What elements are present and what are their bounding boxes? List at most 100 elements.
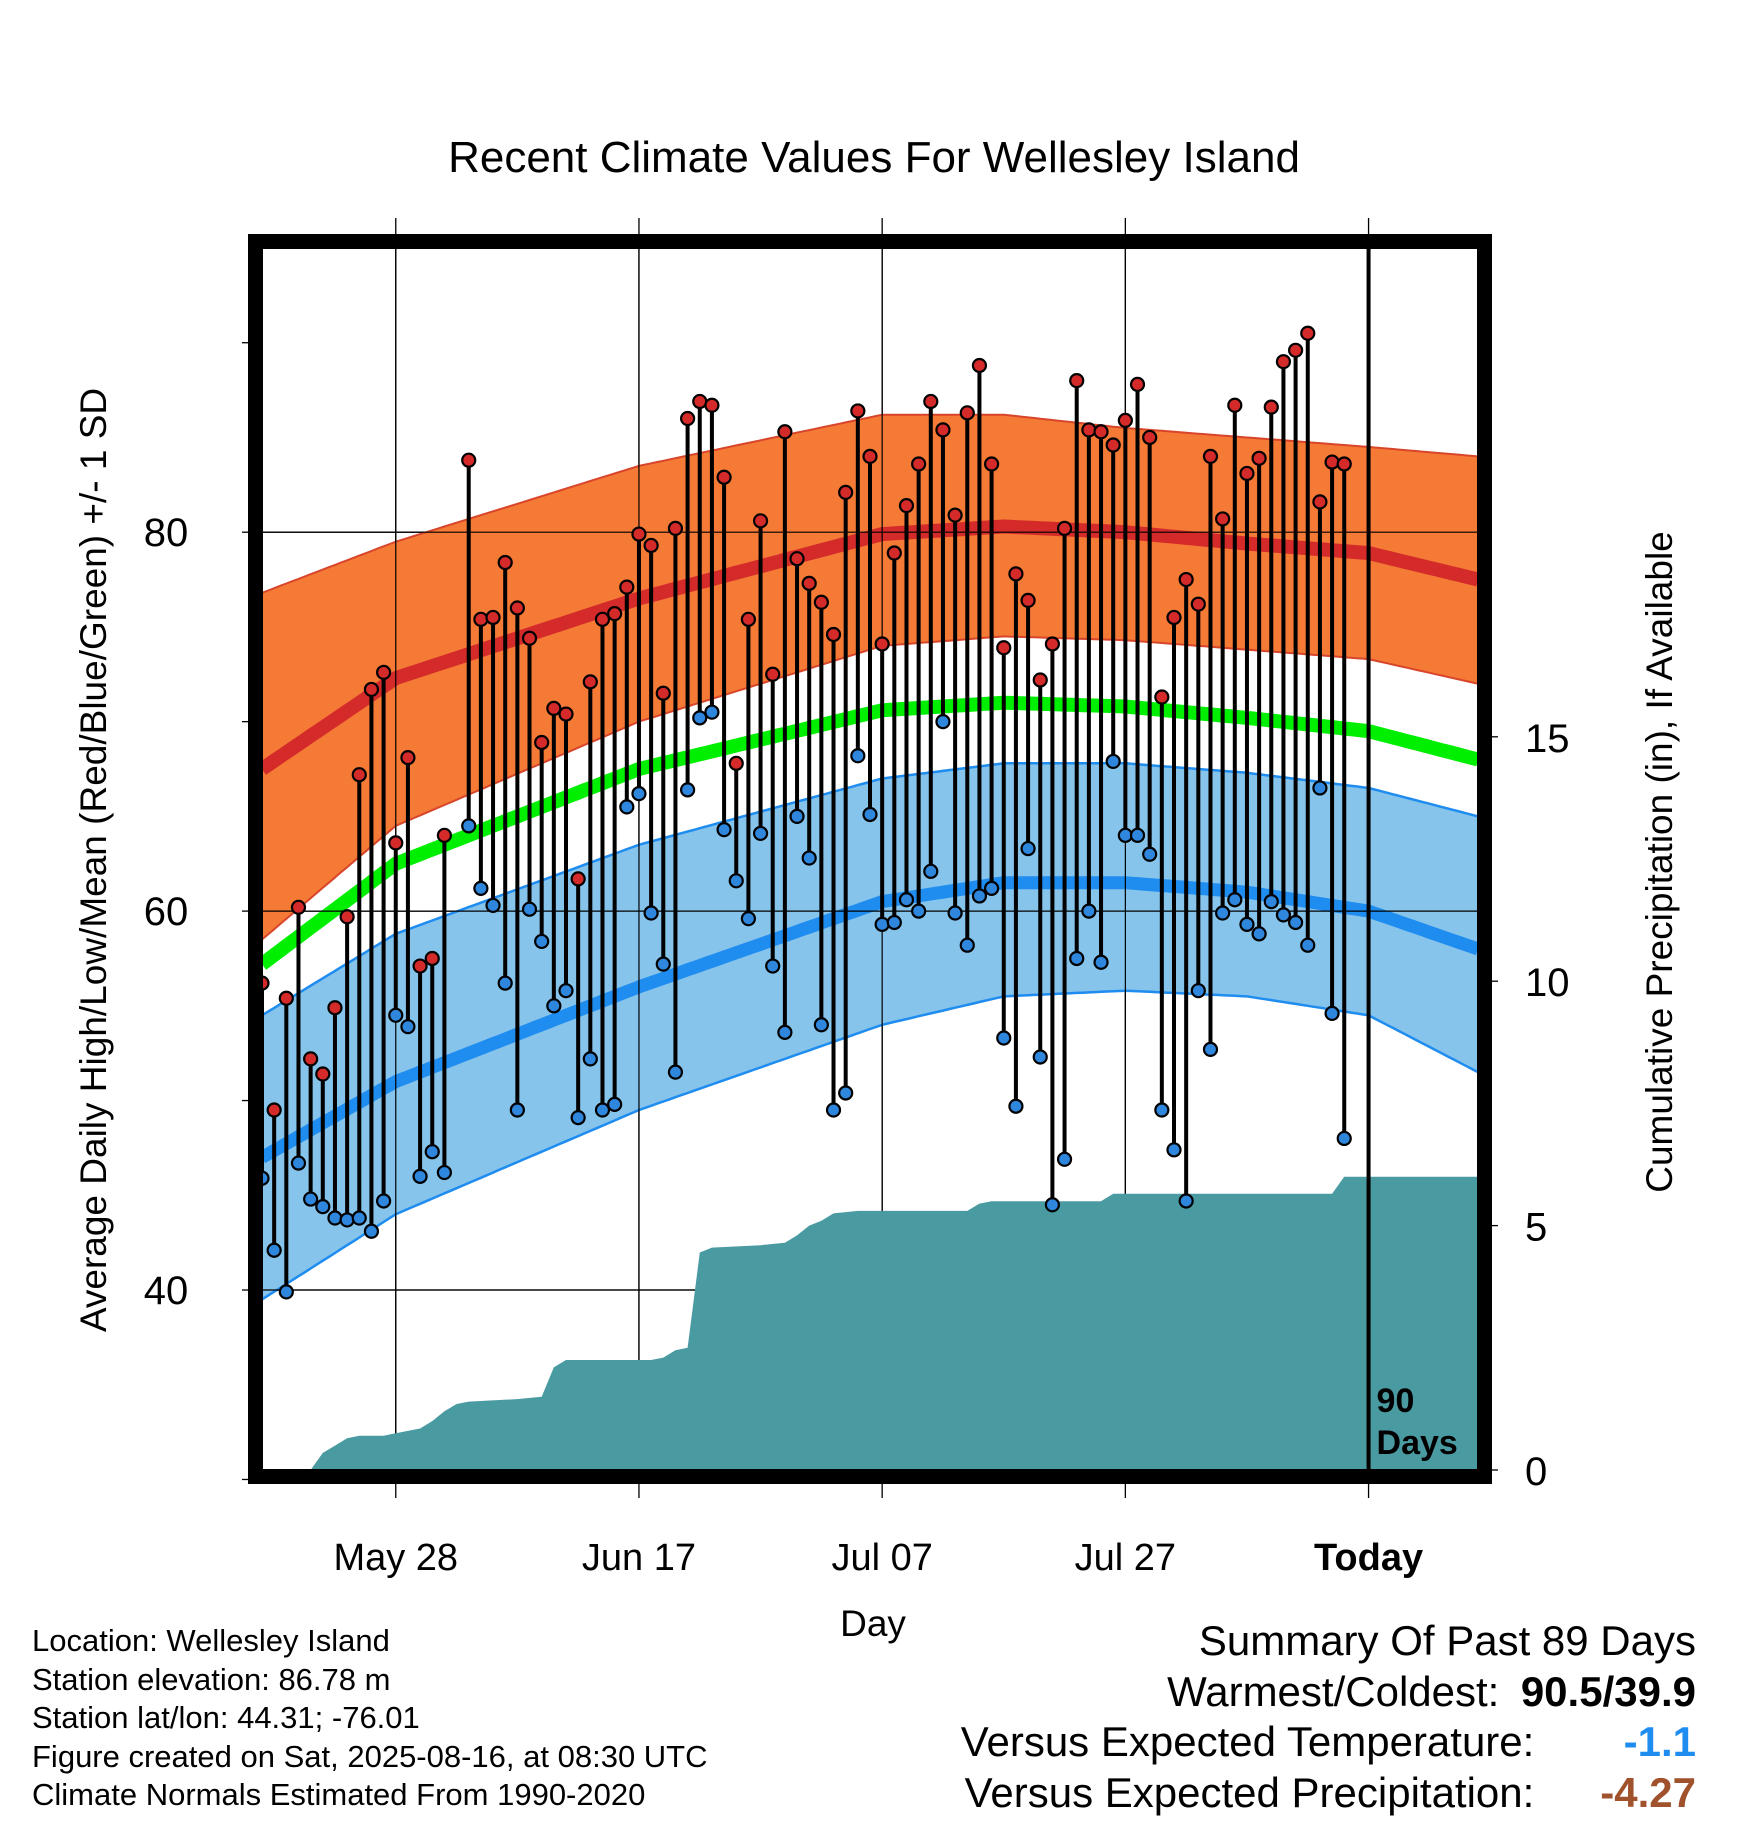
daily-low-point xyxy=(789,808,805,824)
daily-low-point xyxy=(1129,827,1146,843)
y-tick-label: 60 xyxy=(144,890,189,934)
daily-low-point xyxy=(339,1212,355,1228)
daily-low-point xyxy=(1202,1041,1219,1058)
daily-low-point xyxy=(521,901,538,917)
daily-high-point xyxy=(339,909,355,925)
daily-high-point xyxy=(789,551,805,567)
chart-title: Recent Climate Values For Wellesley Isla… xyxy=(448,133,1300,182)
daily-high-point xyxy=(728,755,744,771)
daily-high-point xyxy=(1105,437,1121,453)
daily-low-point xyxy=(874,916,890,932)
daily-high-point xyxy=(388,835,404,851)
daily-low-point xyxy=(1227,892,1243,908)
daily-low-point xyxy=(692,710,708,726)
daily-low-point xyxy=(850,748,866,764)
daily-high-point xyxy=(424,950,440,967)
daily-high-point xyxy=(862,448,878,465)
daily-high-point xyxy=(376,664,392,680)
daily-high-point xyxy=(607,606,623,622)
daily-high-point xyxy=(582,674,598,690)
daily-high-point xyxy=(1044,636,1061,652)
daily-low-point xyxy=(862,806,878,823)
daily-low-point xyxy=(947,905,963,921)
daily-high-point xyxy=(704,397,720,413)
daily-low-point xyxy=(1056,1151,1073,1167)
daily-high-point xyxy=(1287,342,1304,358)
daily-high-point xyxy=(461,452,477,468)
daily-high-point xyxy=(923,393,939,410)
temp-dev-label: Versus Expected Temperature: xyxy=(960,1718,1535,1765)
y-tick-label: 80 xyxy=(144,511,189,555)
daily-high-point xyxy=(935,422,951,438)
daily-high-point xyxy=(643,537,659,554)
temp-dev-value: -1.1 xyxy=(1623,1718,1696,1765)
summary-panel: Summary Of Past 89 Days Warmest/Coldest:… xyxy=(961,1616,1696,1818)
daily-low-point xyxy=(679,782,696,798)
daily-high-point xyxy=(303,1051,319,1067)
daily-high-point xyxy=(1032,672,1048,688)
daily-high-point xyxy=(1093,424,1109,440)
daily-low-point xyxy=(400,1019,416,1035)
daily-high-point xyxy=(898,498,915,514)
station-info: Location: Wellesley Island Station eleva… xyxy=(32,1622,708,1815)
y-axis-label: Average Daily High/Low/Mean (Red/Blue/Gr… xyxy=(73,388,114,1332)
daily-low-point xyxy=(534,933,550,950)
precip-dev-label: Versus Expected Precipitation: xyxy=(964,1768,1535,1816)
daily-high-point xyxy=(1069,373,1085,389)
daily-low-point xyxy=(752,825,769,842)
daily-high-point xyxy=(327,1000,343,1016)
latlon-text: Station lat/lon: 44.31; -76.01 xyxy=(32,1700,420,1735)
warm-cold-value: 90.5/39.9 xyxy=(1520,1667,1696,1715)
today-window-label-1: 90 xyxy=(1377,1382,1415,1420)
daily-low-point xyxy=(1336,1130,1352,1147)
daily-low-point xyxy=(485,897,501,914)
elevation-text: Station elevation: 86.78 m xyxy=(32,1661,391,1697)
daily-high-point xyxy=(1239,465,1255,482)
daily-temp-series xyxy=(262,325,1352,1300)
daily-low-point xyxy=(911,903,927,919)
daily-low-point xyxy=(1324,1005,1340,1022)
location-text: Location: Wellesley Island xyxy=(32,1623,390,1658)
plot-content: 90 Days xyxy=(262,248,1478,1470)
x-tick-label: Jul 07 xyxy=(831,1537,932,1579)
plot-frame xyxy=(248,234,1492,1484)
daily-low-point xyxy=(303,1191,319,1207)
daily-low-point xyxy=(1275,907,1292,923)
daily-high-point xyxy=(1154,689,1170,705)
daily-low-point xyxy=(1166,1142,1182,1158)
x-tick-label: Jul 27 xyxy=(1075,1537,1176,1579)
daily-high-point xyxy=(1190,596,1206,612)
daily-high-point xyxy=(667,520,684,536)
y-tick-label: 40 xyxy=(144,1269,189,1313)
daily-low-point xyxy=(813,1017,829,1033)
temp-dev-row: Versus Expected Temperature: -1.1 xyxy=(961,1717,1696,1768)
daily-low-point xyxy=(1178,1193,1194,1209)
daily-low-point xyxy=(704,704,720,720)
daily-low-point xyxy=(996,1030,1012,1046)
daily-high-point xyxy=(412,958,428,974)
daily-low-point xyxy=(1105,753,1121,770)
daily-low-point xyxy=(327,1210,343,1226)
precip-dev-value: -4.27 xyxy=(1600,1768,1696,1816)
high-upper-edge xyxy=(262,413,1478,594)
daily-high-point xyxy=(752,513,769,529)
precip-tick-label: 5 xyxy=(1525,1206,1547,1250)
daily-low-point xyxy=(935,714,951,730)
daily-high-point xyxy=(813,594,829,610)
daily-high-point xyxy=(886,545,902,561)
daily-low-point xyxy=(412,1168,428,1184)
daily-low-point xyxy=(716,822,732,838)
daily-high-point xyxy=(363,681,380,698)
daily-high-point xyxy=(1166,609,1182,626)
daily-high-point xyxy=(1300,325,1316,341)
daily-high-point xyxy=(1020,592,1036,608)
daily-high-point xyxy=(400,750,416,766)
daily-high-point xyxy=(971,357,988,374)
daily-low-point xyxy=(1093,954,1109,970)
daily-low-point xyxy=(1190,983,1206,999)
daily-high-point xyxy=(983,456,1000,472)
daily-low-point xyxy=(290,1155,307,1171)
daily-low-point xyxy=(667,1064,684,1080)
daily-low-point xyxy=(351,1210,367,1226)
daily-low-point xyxy=(1044,1197,1061,1213)
